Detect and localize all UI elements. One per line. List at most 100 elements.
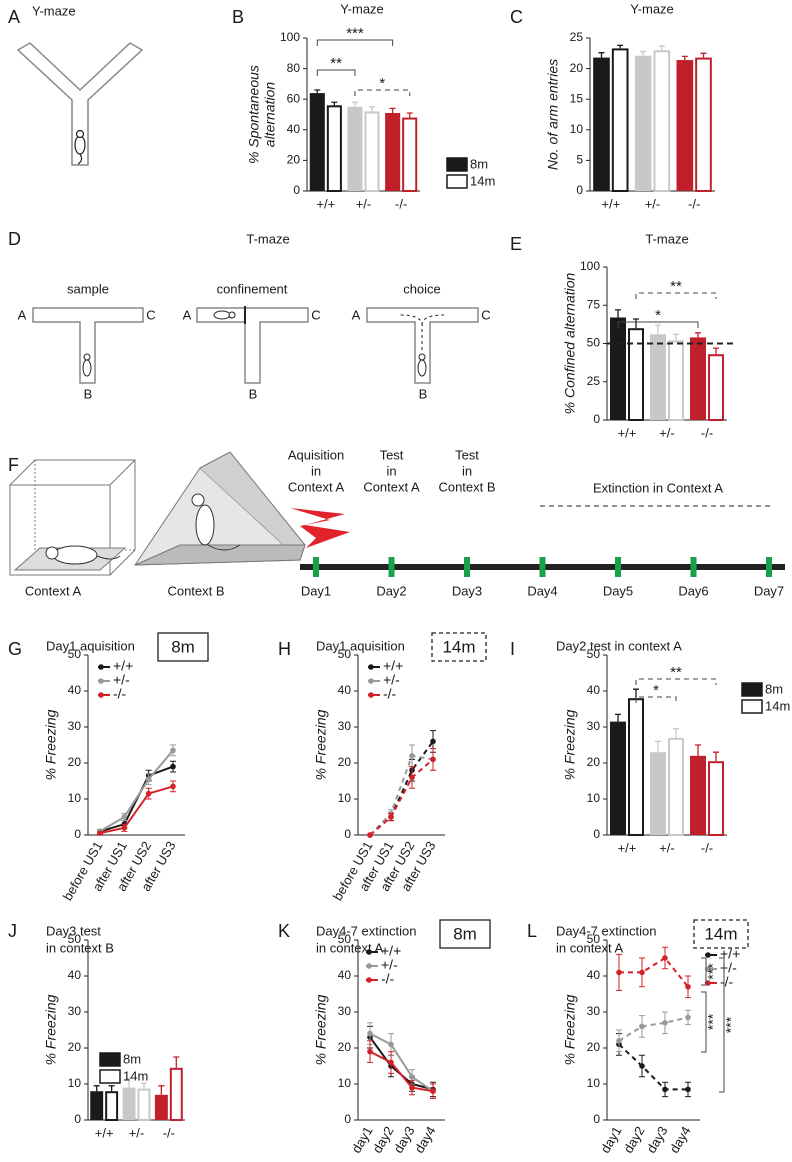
chart-title: Day1 aquisition [46,638,135,653]
bar [593,57,610,191]
data-point [170,763,176,770]
data-point [388,814,394,820]
error-bar [140,1082,147,1089]
significance-bracket [617,321,699,328]
y-tick-label: 50 [587,647,601,661]
error-bar [695,332,701,338]
significance-bracket [316,69,356,76]
legend-label: +/+ [381,943,401,959]
bar [708,761,724,837]
x-tick-label: +/- [659,425,675,440]
legend-swatch [446,157,468,172]
legend-label: 14m [123,1068,148,1083]
y-tick-label: 40 [68,968,82,982]
data-point [97,830,103,836]
series-line [99,785,174,835]
error-bar [673,333,679,341]
legend-label: -/- [720,974,734,990]
significance-label: *** [705,963,721,980]
panel-letter: L [527,921,537,941]
day-marker [388,557,395,577]
chart-title: Day2 test in context A [556,638,682,653]
y-axis-label: % Spontaneous [246,65,262,164]
error-bar [713,347,719,355]
tag-label: 14m [442,637,475,656]
legend-dot [705,952,711,958]
arm-label: A [352,307,361,322]
y-tick-label: 5 [576,153,583,167]
y-tick-label: 15 [570,91,584,105]
x-tick-label: day3 [643,1124,670,1156]
chart-title: T-maze [645,231,688,246]
legend-dot [368,678,374,684]
y-tick-label: 0 [74,1112,81,1126]
y-tick-label: 0 [593,412,600,426]
bar [385,112,401,191]
data-point [367,832,373,838]
error-bar [108,1085,115,1092]
significance-label: *** [346,25,364,42]
y-tick-label: 40 [287,122,301,136]
y-tick-label: 30 [587,719,601,733]
error-bar [673,728,679,738]
y-tick-label: 10 [587,1076,601,1090]
data-point [430,1088,436,1094]
error-bar [713,751,719,762]
shock-icon [290,508,350,548]
data-point [616,969,622,976]
bar [402,117,418,192]
x-tick-label: +/+ [618,840,637,855]
y-tick-label: 10 [570,122,584,136]
legend-dot [368,692,374,698]
x-tick-label: day2 [369,1124,396,1156]
error-bar [369,106,376,112]
y-tick-label: 0 [576,183,583,197]
bar [676,60,694,192]
legend-swatch [446,174,468,189]
t-maze-confinement: confinement A B C [183,281,321,401]
error-bar [351,101,358,107]
legend-label: 8m [470,156,488,171]
y-tick-label: 100 [580,259,600,273]
stage-label: choice [403,281,441,296]
x-tick-label: +/+ [95,1125,114,1140]
error-bar [633,688,639,699]
y-tick-label: 0 [344,827,351,841]
context-label: Context A [25,583,82,598]
significance-label: ** [670,664,682,681]
legend-dot [98,678,104,684]
bar [708,354,724,421]
day-label: Day2 [376,583,406,598]
significance-label: *** [705,1013,721,1030]
y-axis-label: % Freezing [313,709,329,780]
panel-letter: G [8,639,22,659]
error-bar [617,44,624,49]
legend-label: -/- [381,971,395,987]
tag-label: 14m [704,924,737,943]
phase-label: in [311,463,321,478]
chart-title: Day1 aquisition [316,638,405,653]
legend-dot [366,977,372,983]
y-tick-label: 40 [338,968,352,982]
data-point [685,1086,691,1093]
series-line [99,749,174,833]
x-tick-label: +/- [645,196,661,211]
series-line [369,740,434,836]
y-tick-label: 10 [338,791,352,805]
y-tick-label: 75 [587,297,601,311]
series-line [369,754,434,836]
x-tick-label: +/+ [618,425,637,440]
tag-box [693,919,749,949]
x-tick-label: day3 [390,1124,417,1156]
y-tick-label: 20 [338,755,352,769]
legend-label: +/- [113,672,130,688]
y-tick-label: 50 [338,932,352,946]
error-bar [615,309,621,318]
series-line [369,1032,434,1093]
phase-label: Test [455,447,479,462]
data-point [388,1041,394,1048]
error-bar [655,324,661,335]
x-tick-label: -/- [395,196,407,211]
chart-title: Y-maze [340,1,384,16]
phase-label: Context B [438,479,495,494]
